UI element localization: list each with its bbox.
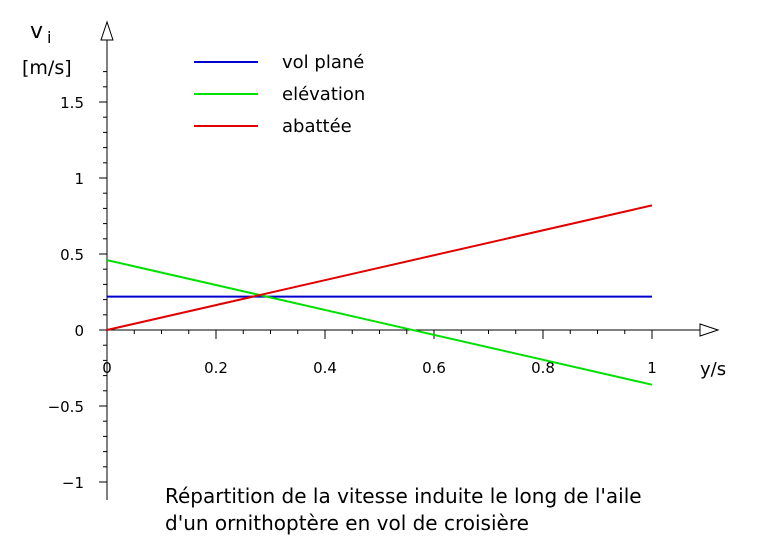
y-axis-symbol-subscript: i (47, 28, 51, 47)
y-axis-arrow (100, 20, 114, 41)
axis-labels: v i [m/s] y/s (22, 19, 726, 380)
legend: vol plané elévation abattée (194, 52, 365, 137)
legend-label: elévation (282, 84, 365, 105)
series-line (106, 259, 653, 386)
caption-line-2: d'un ornithoptère en vol de croisière (165, 511, 529, 535)
series-layer (106, 204, 653, 386)
y-tick-label: −1 (62, 474, 84, 492)
axes (100, 20, 720, 500)
y-tick-label: 1 (74, 170, 84, 188)
x-tick-label: 0.4 (313, 359, 337, 377)
x-tick-label: 1 (647, 359, 657, 377)
axis-ticks: −1 −0.5 0 0.5 1 1.5 0 0.2 0.4 0.6 0.8 1 (48, 71, 657, 492)
legend-label: abattée (282, 116, 352, 137)
y-tick-label: 0.5 (60, 246, 84, 264)
x-tick-label: 0.6 (422, 359, 446, 377)
x-tick-label: 0.2 (204, 359, 228, 377)
y-axis-unit: [m/s] (22, 57, 72, 79)
y-tick-label: 0 (74, 322, 84, 340)
series-line (106, 204, 653, 331)
legend-label: vol plané (282, 52, 364, 73)
caption-line-1: Répartition de la vitesse induite le lon… (165, 484, 642, 508)
x-axis-label: y/s (700, 359, 726, 380)
x-tick-label: 0 (102, 359, 112, 377)
y-tick-label: −0.5 (48, 398, 84, 416)
y-axis-symbol-main: v (30, 19, 43, 44)
x-tick-label: 0.8 (531, 359, 555, 377)
y-tick-label: 1.5 (60, 94, 84, 112)
x-axis-arrow (699, 323, 720, 337)
chart-caption: Répartition de la vitesse induite le lon… (165, 483, 725, 537)
